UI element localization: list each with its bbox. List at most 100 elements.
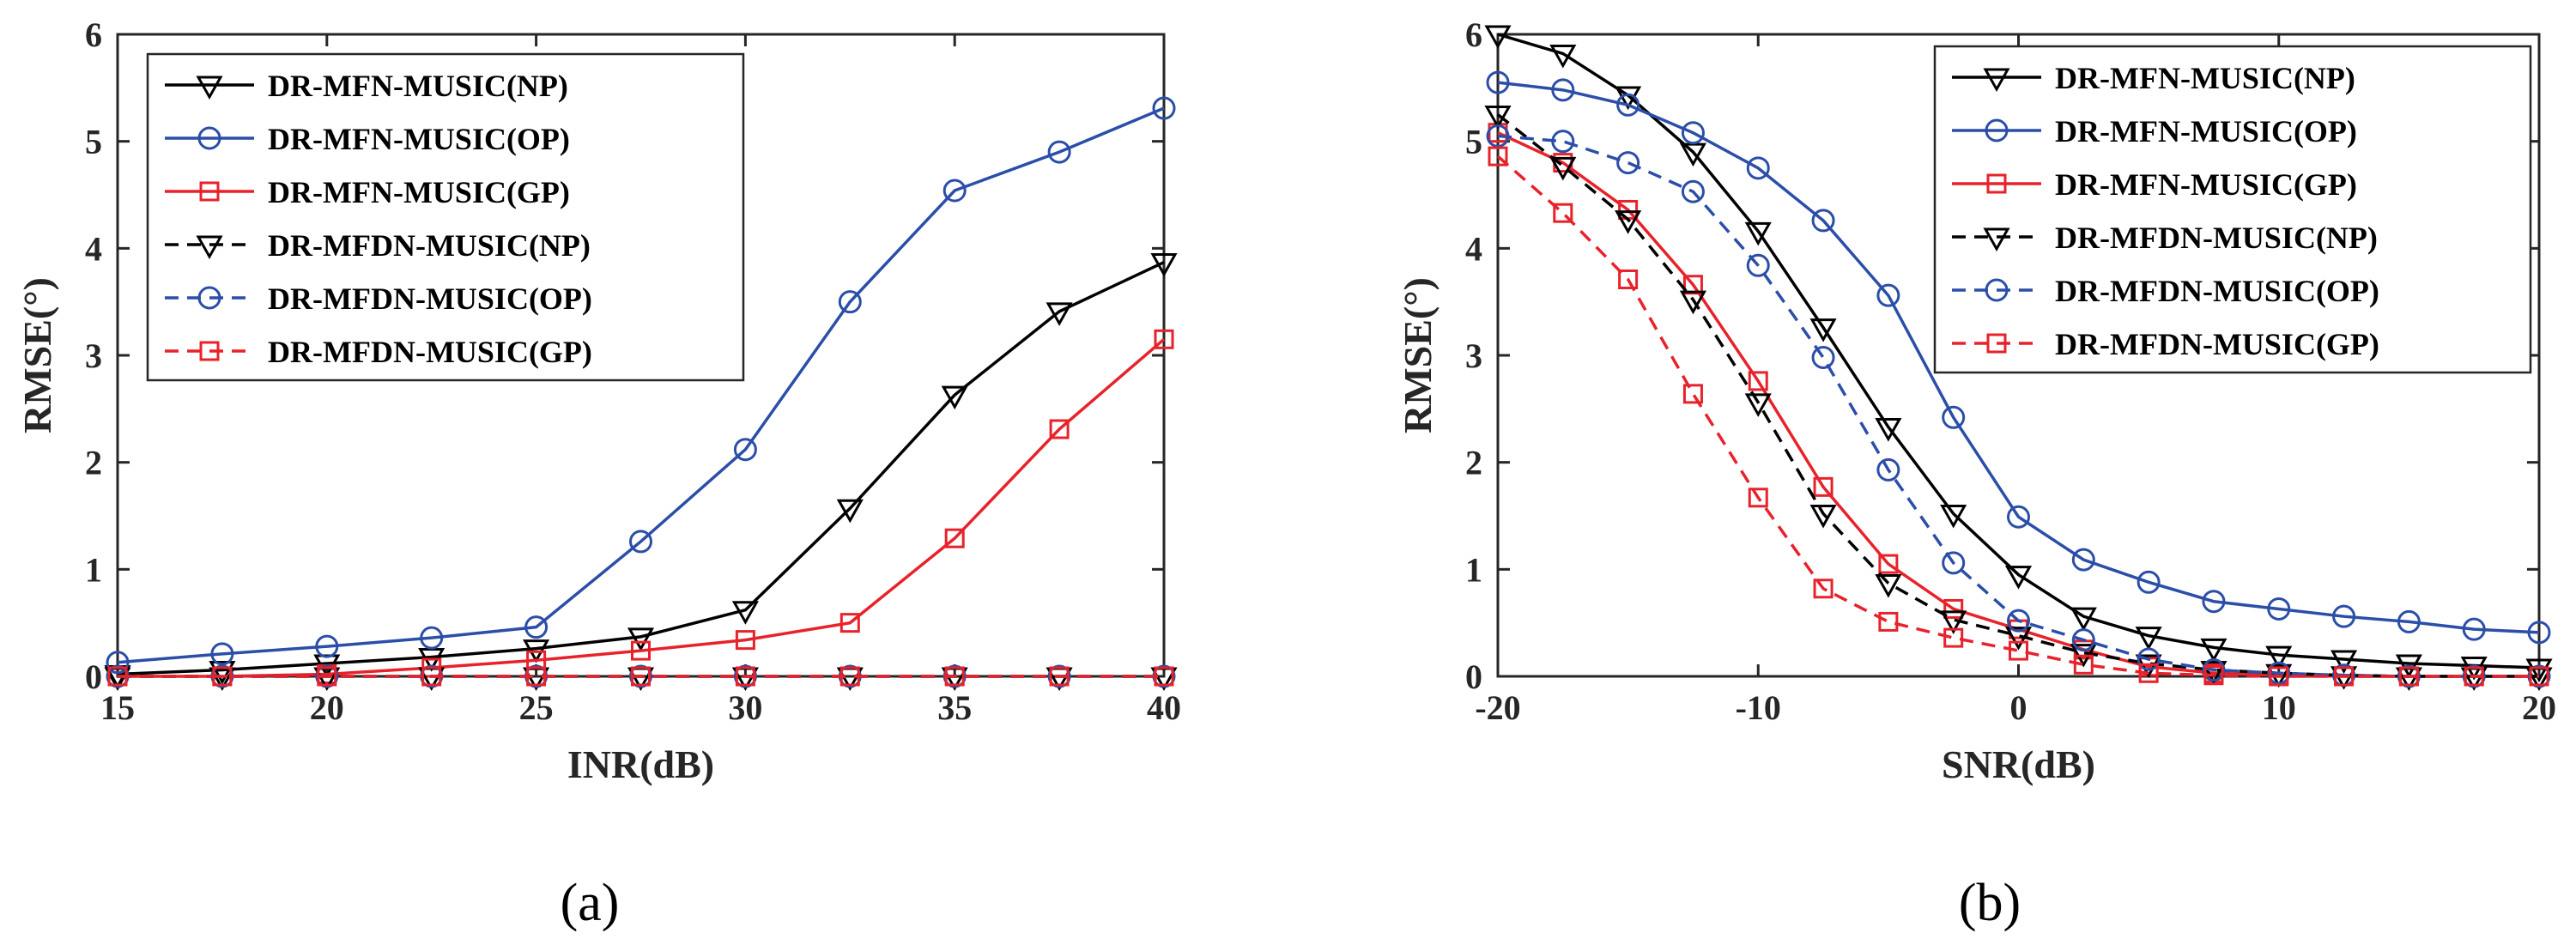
panel-a-data-point: [1154, 666, 1174, 687]
panel-a-ytick-label: 0: [85, 657, 102, 696]
panel-b-data-point: [1811, 209, 1835, 233]
panel-b-data-point: [1748, 371, 1768, 391]
panel-b-data-point: [1551, 78, 1575, 102]
panel-a-data-point: [421, 666, 442, 687]
panel-b-series-2: [1486, 70, 2551, 645]
panel-b-data-point: [2137, 647, 2161, 671]
panel-a-data-point: [209, 661, 236, 685]
panel-a-data-point: [943, 179, 967, 203]
panel-b-data-point: [2200, 661, 2227, 685]
panel-b-ytick-label: 5: [1465, 123, 1482, 161]
panel-a-legend-entry: DR-MFN-MUSIC(GP): [268, 175, 570, 209]
panel-b-legend-entry: DR-MFN-MUSIC(OP): [2055, 114, 2357, 148]
panel-b-xtick-label: -10: [1736, 688, 1781, 727]
panel-b-legend: DR-MFN-MUSIC(NP) DR-MFN-MUSIC(OP) DR-MFN-M…: [1933, 45, 2532, 374]
panel-b-data-point: [2007, 505, 2030, 529]
panel-b-data-point: [1484, 25, 1512, 50]
panel-a-ytick-label: 5: [85, 123, 102, 161]
panel-b-data-point: [1878, 611, 1899, 632]
panel-b-data-point: [1813, 578, 1834, 599]
panel-b-series-6: [1488, 146, 2549, 687]
panel-a-xtick-label: 35: [937, 688, 972, 727]
panel-a-legend-entry: DR-MFN-MUSIC(OP): [268, 122, 570, 156]
panel-b-data-point: [1746, 253, 1770, 277]
panel-a-xtick-label: 30: [728, 688, 762, 727]
panel-b-data-point: [1940, 505, 1967, 529]
panel-a-ytick-label: 4: [85, 229, 102, 268]
panel-a-legend-swatch-marker: [199, 341, 220, 361]
panel-a-series-line: [118, 337, 1166, 678]
panel-b-data-point: [2267, 597, 2291, 621]
panel-b-data-point: [2525, 658, 2553, 683]
panel-a-data-point: [733, 438, 757, 462]
panel-a-data-point: [1150, 253, 1178, 277]
panel-b-legend-entry: DR-MFN-MUSIC(NP): [2055, 61, 2355, 95]
panel-a-xtick-label: 20: [310, 688, 344, 727]
panel-a-data-point: [106, 651, 130, 675]
panel-b-data-point: [2464, 666, 2484, 687]
panel-b-data-point: [2267, 661, 2291, 685]
panel-b-data-point: [2462, 664, 2486, 688]
panel-a-series-2: [106, 96, 1176, 675]
panel-b-data-point: [2397, 664, 2421, 688]
panel-b-data-point: [1875, 418, 1902, 442]
panel-b-data-point: [1943, 598, 1964, 619]
panel-a-legend-swatch-marker: [199, 181, 220, 202]
panel-b-ytick-label: 2: [1465, 444, 1482, 482]
caption-b: (b): [1959, 874, 2021, 932]
panel-b-ytick-label: 0: [1465, 657, 1482, 696]
panel-a-data-point: [1152, 96, 1176, 120]
panel-a-data-point: [420, 626, 444, 650]
panel-b-data-point: [2529, 666, 2549, 687]
panel-b-legend-swatch-marker: [1983, 227, 2010, 252]
panel-b-data-point: [1811, 345, 1835, 369]
panel-a-data-point: [1049, 666, 1070, 687]
panel-b-series-line: [1497, 33, 2540, 669]
panel-b-data-point: [1940, 610, 1967, 634]
panel-b-data-point: [1746, 156, 1770, 180]
panel-a-data-point: [839, 613, 860, 633]
panel-b-xtick-label: -20: [1475, 688, 1520, 727]
panel-b-data-point: [1748, 488, 1768, 508]
panel-a-data-point: [317, 666, 337, 687]
panel-a-data-point: [1047, 140, 1071, 164]
panel-b-series-line: [1496, 154, 2539, 678]
panel-a-xtick-label: 25: [519, 688, 554, 727]
panel-a-data-point: [735, 666, 755, 687]
panel-b-legend-swatch-marker: [1985, 118, 2009, 142]
panel-a-data-point: [627, 627, 655, 651]
panel-b-data-point: [2334, 666, 2355, 687]
panel-a-legend-entry: DR-MFDN-MUSIC(GP): [268, 335, 592, 369]
panel-b-data-point: [1682, 384, 1703, 404]
panel-b-data-point: [2007, 609, 2030, 633]
panel-b-data-point: [1549, 156, 1577, 181]
panel-b-data-point: [2073, 654, 2094, 675]
panel-b-ytick-label: 6: [1465, 15, 1482, 54]
panel-a-data-point: [1154, 329, 1174, 349]
panel-b-data-point: [1809, 505, 1837, 529]
panel-b-legend-box: [1933, 45, 2532, 374]
panel-b-data-point: [1679, 290, 1707, 315]
panel-b-data-point: [2071, 628, 2095, 652]
panel-a-legend-entry: DR-MFDN-MUSIC(NP): [268, 228, 591, 263]
panel-a-data-point: [210, 642, 234, 666]
panel-b-data-point: [1744, 221, 1772, 246]
panel-a-data-point: [631, 666, 651, 687]
panel-b-data-point: [2203, 665, 2224, 686]
panel-a-y-axis-label: RMSE(°): [15, 277, 59, 433]
panel-a-legend-swatch-marker: [196, 76, 223, 100]
panel-b-data-point: [2202, 590, 2226, 614]
panel-a-data-point: [629, 530, 652, 554]
panel-b-data-point: [1615, 210, 1642, 234]
panel-a-data-point: [836, 499, 864, 524]
panel-b-legend-swatch-marker: [1986, 173, 2007, 194]
panel-b-data-point: [1618, 269, 1639, 289]
panel-b-xtick-label: 0: [2010, 688, 2027, 727]
panel-b-legend-swatch-marker: [1983, 68, 2010, 93]
panel-b-data-point: [1681, 179, 1705, 203]
panel-a-ytick-label: 3: [85, 336, 102, 375]
panel-b-data-point: [1616, 93, 1640, 117]
panel-b-data-point: [1681, 121, 1705, 145]
panel-b-data-point: [2070, 607, 2097, 632]
panel-b-ytick-label: 3: [1465, 336, 1482, 375]
